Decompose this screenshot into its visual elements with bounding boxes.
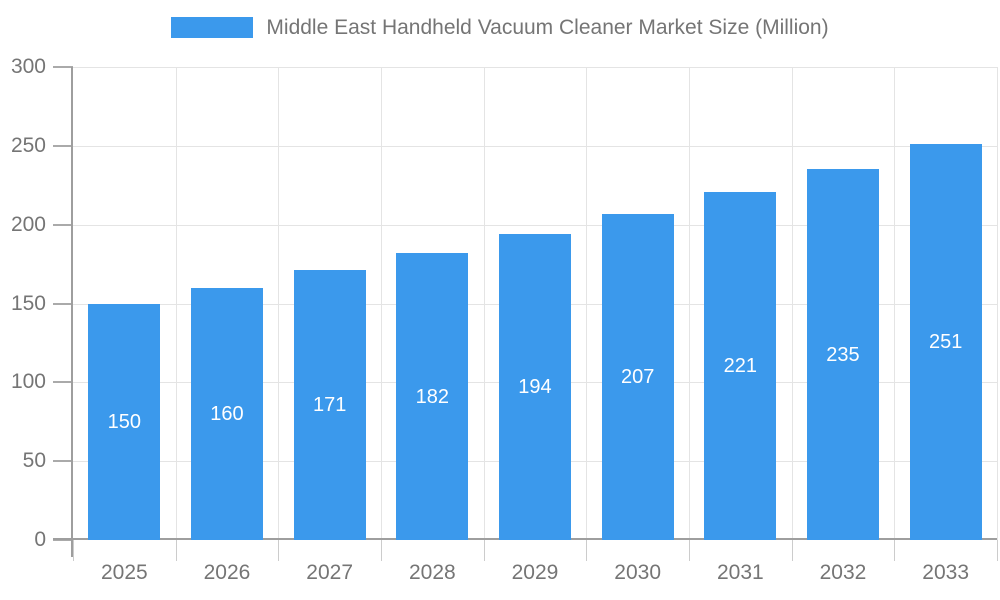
bar-2029[interactable] — [499, 234, 571, 540]
gridline-vertical — [175, 67, 177, 540]
legend[interactable]: Middle East Handheld Vacuum Cleaner Mark… — [0, 14, 1000, 41]
x-axis-tick — [689, 540, 690, 561]
x-axis-tick — [586, 540, 588, 561]
y-axis-tick — [53, 144, 73, 147]
y-axis-line — [71, 67, 73, 557]
y-axis-tick — [53, 66, 73, 68]
y-axis-label: 300 — [10, 55, 46, 78]
chart-title: Middle East Handheld Vacuum Cleaner Mark… — [266, 16, 829, 39]
x-axis-label: 2025 — [100, 561, 148, 584]
legend-swatch — [171, 17, 254, 38]
bar-2028[interactable] — [396, 253, 469, 540]
y-axis-tick — [53, 539, 73, 541]
x-axis-label: 2030 — [614, 561, 662, 584]
x-axis-tick — [381, 540, 382, 561]
y-axis-tick — [53, 302, 73, 305]
x-axis-tick — [894, 540, 896, 561]
bar-2027[interactable] — [293, 270, 366, 540]
x-axis-label: 2029 — [511, 561, 559, 584]
gridline-horizontal — [73, 67, 997, 68]
x-axis-label: 2027 — [306, 561, 354, 584]
bar-2026[interactable] — [191, 287, 263, 540]
gridline-vertical — [894, 67, 896, 540]
y-axis-label: 100 — [10, 370, 46, 394]
bar-2033[interactable] — [909, 144, 982, 540]
x-axis-label: 2033 — [922, 561, 970, 584]
gridline-vertical — [689, 67, 690, 540]
x-axis-tick — [175, 540, 177, 561]
bar-2032[interactable] — [807, 169, 879, 540]
bar-2030[interactable] — [601, 213, 674, 540]
x-axis-tick — [73, 540, 74, 561]
gridline-horizontal — [73, 224, 997, 226]
x-axis-tick — [791, 540, 793, 561]
x-axis-label: 2026 — [203, 561, 251, 584]
gridline-vertical — [278, 67, 280, 540]
bar-2031[interactable] — [704, 191, 777, 540]
y-axis-label: 150 — [10, 291, 46, 315]
x-axis-tick — [997, 540, 998, 561]
gridline-vertical — [791, 67, 793, 540]
bar-2025[interactable] — [88, 303, 161, 540]
gridline-vertical — [586, 67, 588, 540]
y-axis-label: 50 — [22, 449, 46, 473]
y-axis-label: 200 — [10, 212, 46, 236]
gridline-vertical — [381, 67, 382, 540]
y-axis-tick — [53, 223, 73, 226]
x-axis-label: 2028 — [408, 561, 456, 584]
y-axis-label: 0 — [34, 528, 46, 551]
x-axis-label: 2031 — [716, 561, 764, 584]
gridline-vertical — [997, 67, 998, 540]
x-axis-tick — [278, 540, 280, 561]
gridline-vertical — [483, 67, 485, 540]
y-axis-tick — [53, 381, 73, 384]
y-axis-tick — [53, 460, 73, 463]
x-axis-label: 2032 — [819, 561, 867, 584]
x-axis-tick — [483, 540, 485, 561]
gridline-horizontal — [73, 145, 997, 147]
y-axis-label: 250 — [10, 133, 46, 157]
